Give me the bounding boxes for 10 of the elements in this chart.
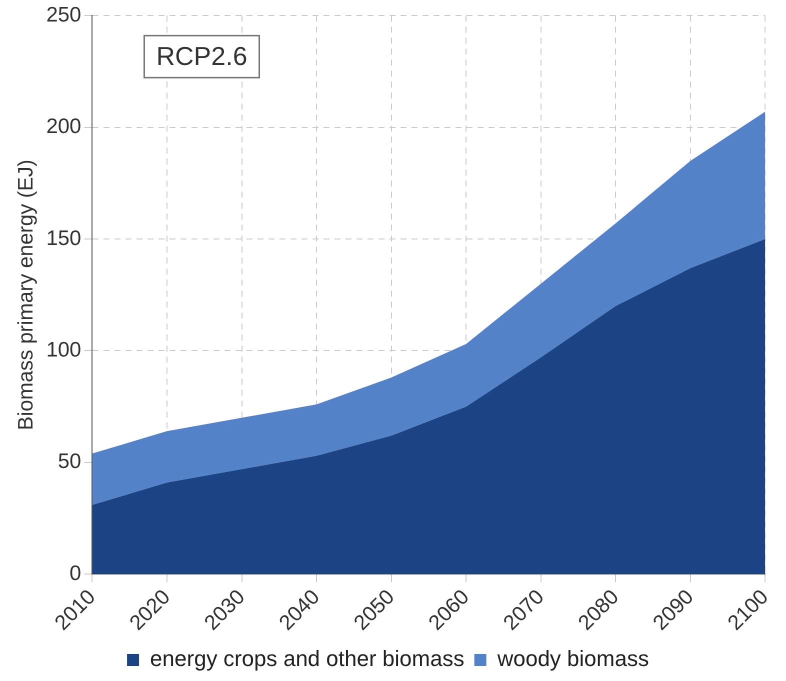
y-tick-label: 250 bbox=[46, 3, 82, 26]
annotation: RCP2.6 bbox=[156, 40, 248, 71]
y-tick-label: 150 bbox=[46, 226, 82, 250]
y-tick-label: 200 bbox=[46, 115, 82, 138]
legend-label: woody biomass bbox=[496, 646, 649, 672]
legend-label: energy crops and other biomass bbox=[150, 646, 464, 672]
y-tick-label: 50 bbox=[58, 450, 82, 474]
y-axis-title: Biomass primary energy (EJ) bbox=[14, 160, 38, 430]
y-tick-label: 100 bbox=[46, 338, 82, 362]
y-tick-label: 0 bbox=[70, 562, 82, 585]
